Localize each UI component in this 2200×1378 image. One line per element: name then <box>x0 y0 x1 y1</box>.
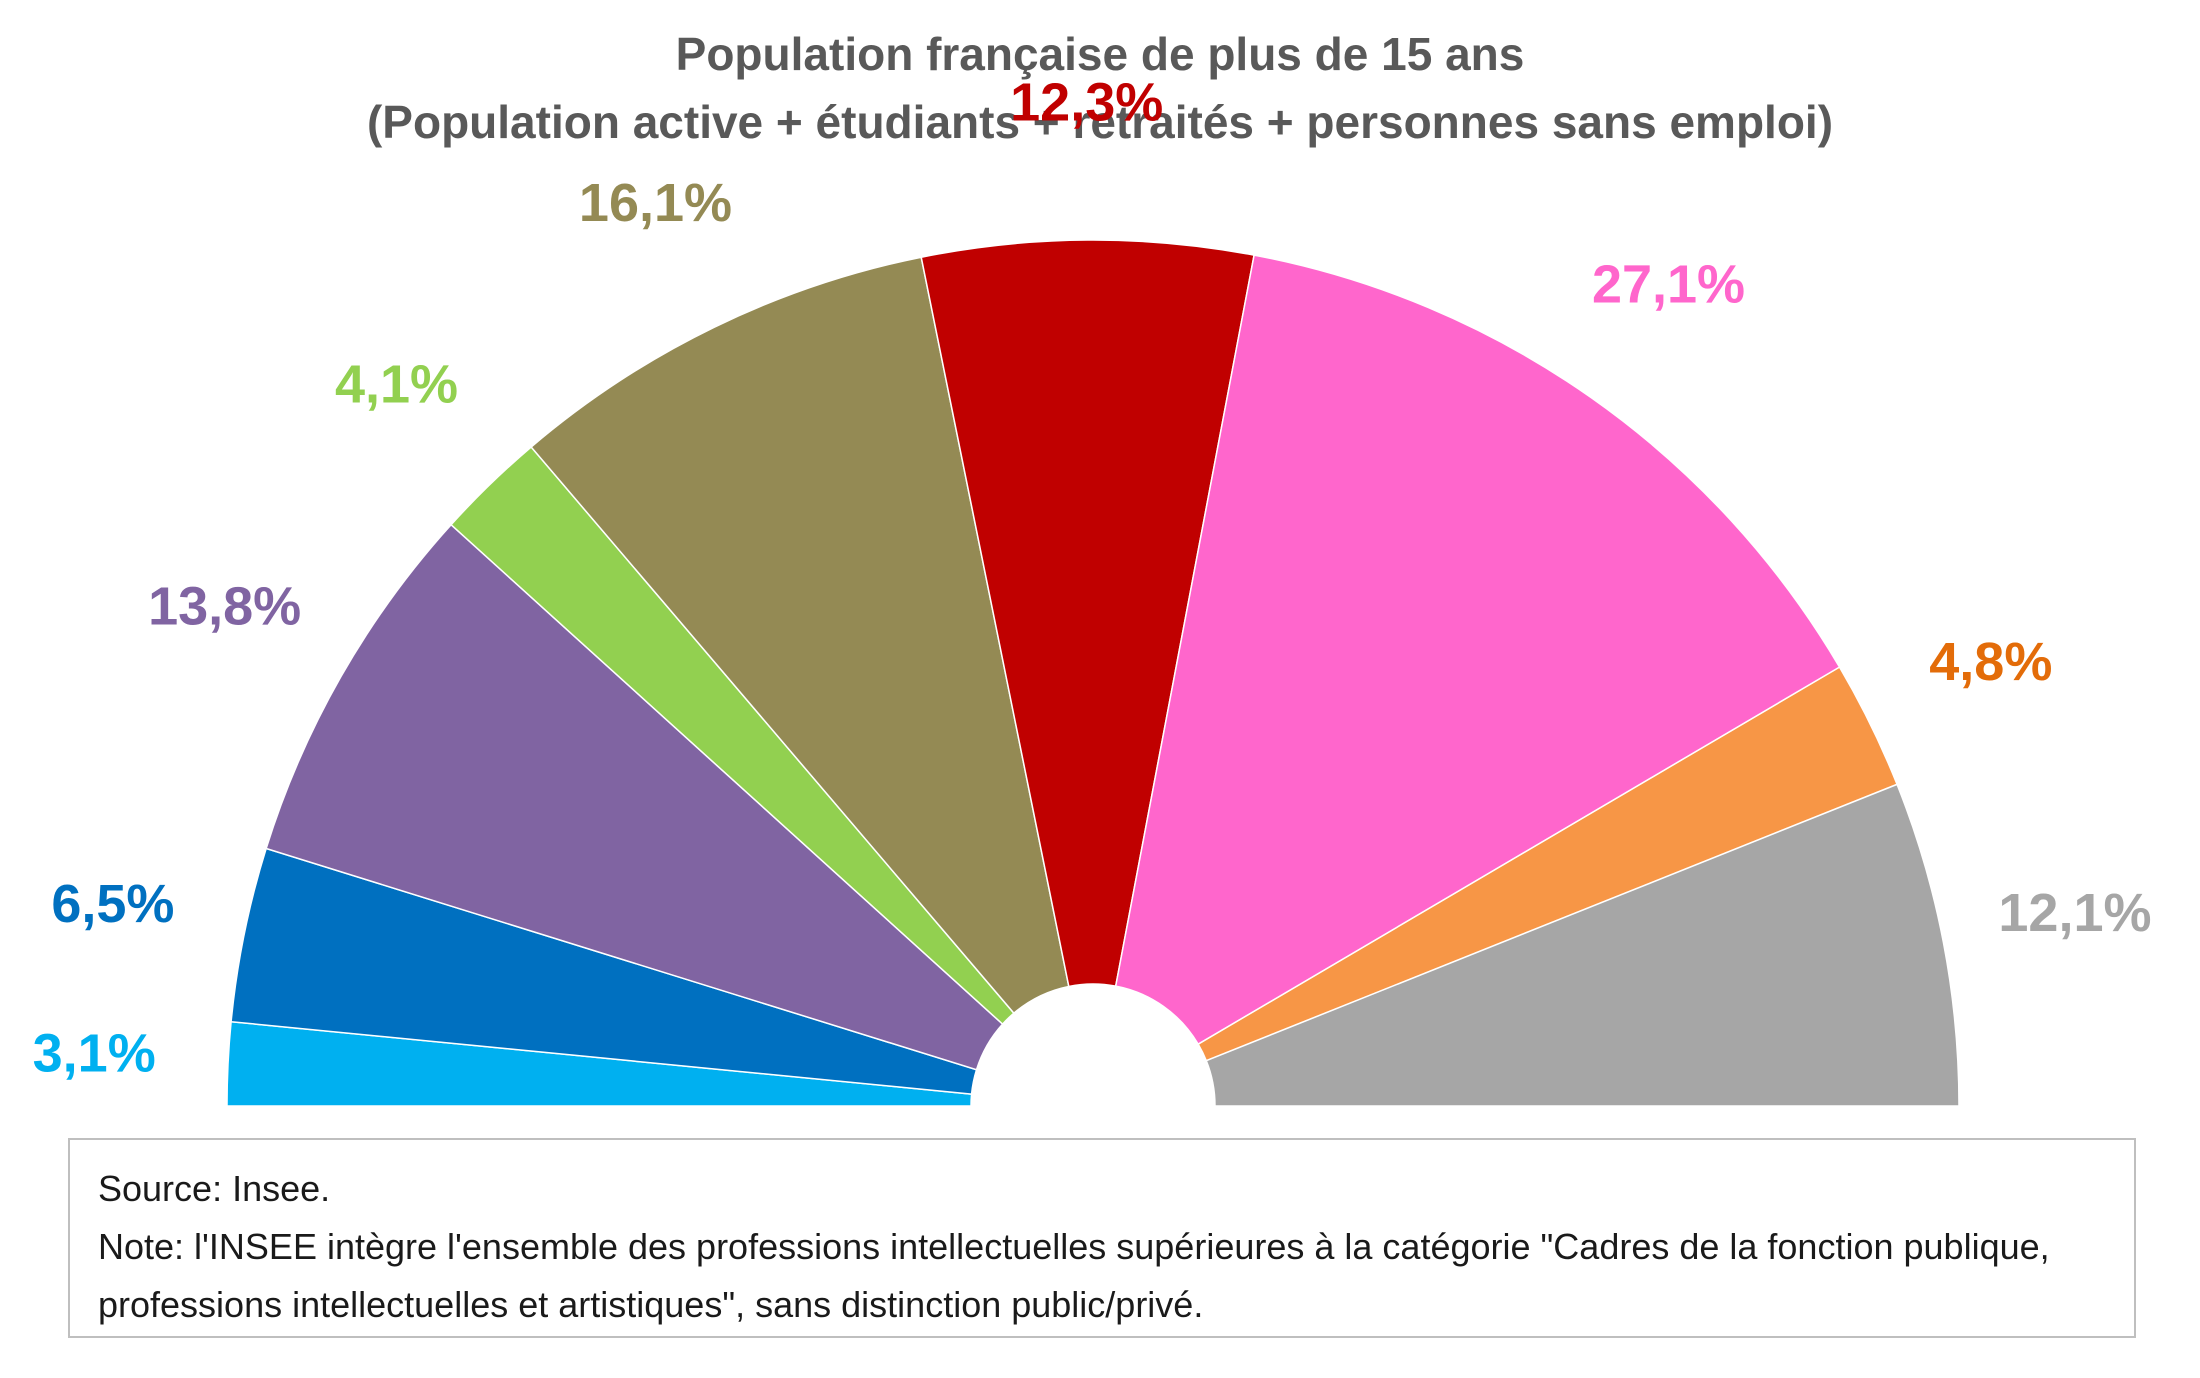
slice-label-7: 4,8% <box>1929 632 2052 692</box>
chart-subtitle: (Population active + étudiants + retrait… <box>367 96 1833 148</box>
slice-label-3: 4,1% <box>335 355 458 415</box>
note-text: Note: l'INSEE intègre l'ensemble des pro… <box>98 1226 2050 1325</box>
slice-label-6: 27,1% <box>1592 254 1745 314</box>
slice-label-2: 13,8% <box>148 576 301 636</box>
slice-2 <box>265 523 1004 1071</box>
slice-label-4: 16,1% <box>579 173 732 233</box>
source-text: Source: Insee. <box>98 1168 331 1209</box>
source-note-box: Source: Insee. Note: l'INSEE intègre l'e… <box>68 1138 2136 1338</box>
slice-label-5: 12,3% <box>1010 72 1163 132</box>
slices-group <box>226 239 1960 1107</box>
slice-label-1: 6,5% <box>51 874 174 934</box>
slice-5 <box>920 239 1255 988</box>
chart-title: Population française de plus de 15 ans <box>676 28 1525 80</box>
slice-8 <box>1205 783 1960 1107</box>
slice-label-0: 3,1% <box>33 1024 156 1084</box>
slice-label-8: 12,1% <box>1998 883 2151 943</box>
slice-6 <box>1114 254 1841 1046</box>
labels-group: 3,1% 6,5% 13,8% 4,1% 16,1% 12,3% 27,1% 4,8% 12,1… <box>33 72 2152 1083</box>
slice-4 <box>530 256 1070 1015</box>
